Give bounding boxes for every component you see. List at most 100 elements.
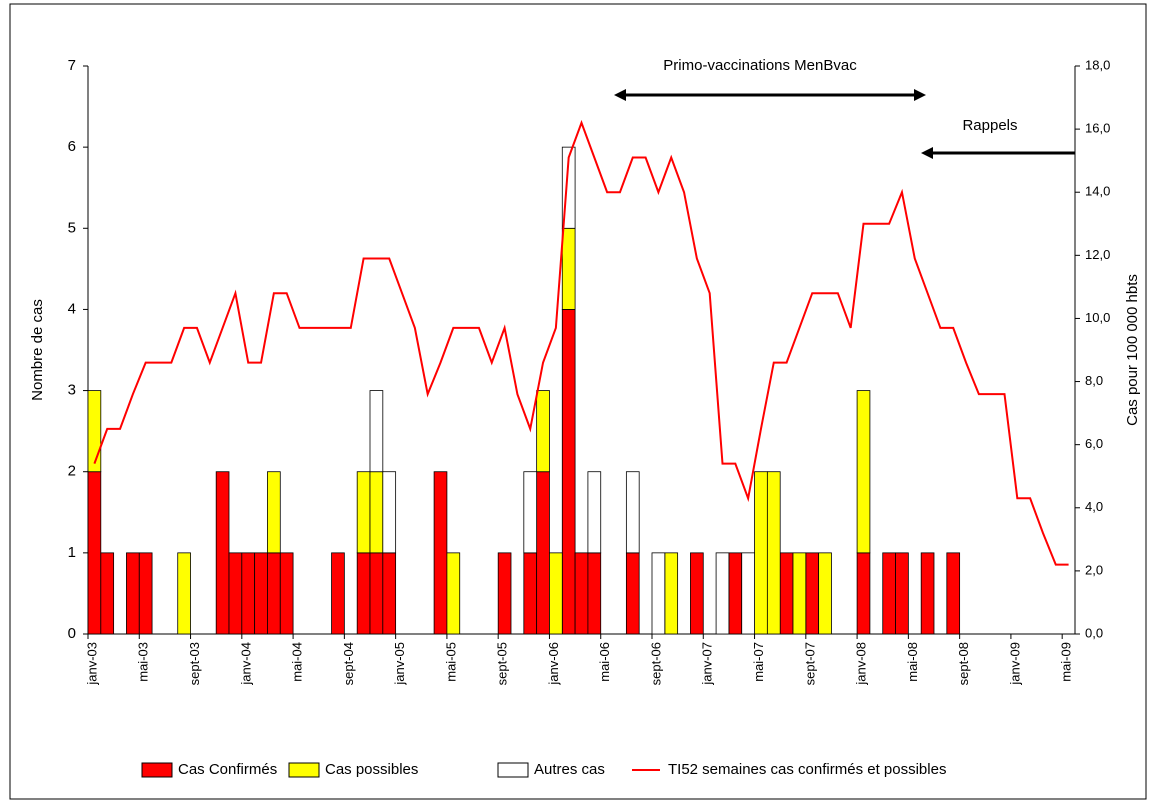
bar bbox=[356, 471, 371, 554]
bar bbox=[100, 552, 115, 635]
y2-axis-title: Cas pour 100 000 hbts bbox=[1124, 274, 1141, 426]
bar bbox=[882, 552, 896, 635]
bar bbox=[754, 471, 768, 635]
bar bbox=[728, 552, 743, 635]
bar bbox=[267, 552, 281, 635]
bar bbox=[818, 552, 832, 635]
bar bbox=[625, 471, 640, 554]
y2-tick-label: 6,0 bbox=[1085, 436, 1103, 451]
y-tick-label: 4 bbox=[68, 300, 76, 317]
x-tick-label: mai-05 bbox=[443, 642, 458, 682]
x-tick-label: mai-07 bbox=[751, 642, 766, 682]
x-tick-label: janv-06 bbox=[546, 642, 561, 686]
y2-tick-label: 12,0 bbox=[1085, 247, 1110, 262]
bar bbox=[587, 552, 602, 635]
bar bbox=[536, 390, 550, 473]
annotation: Primo-vaccinations MenBvac bbox=[663, 57, 857, 74]
chart-border bbox=[9, 3, 1147, 800]
bar bbox=[177, 552, 191, 635]
x-tick-label: sept-03 bbox=[187, 642, 202, 685]
y-tick-label: 0 bbox=[68, 625, 76, 642]
bar bbox=[792, 552, 807, 635]
bar bbox=[369, 390, 384, 473]
bar bbox=[895, 552, 909, 635]
y2-tick-label: 10,0 bbox=[1085, 310, 1110, 325]
legend-label: Cas possibles bbox=[325, 761, 418, 778]
annotation-arrows bbox=[614, 89, 1075, 159]
bar bbox=[138, 552, 153, 635]
y2-tick-label: 14,0 bbox=[1085, 184, 1110, 199]
x-tick-label: mai-08 bbox=[905, 642, 920, 682]
legend-swatch bbox=[288, 762, 320, 778]
bar bbox=[228, 552, 243, 635]
line bbox=[93, 119, 1069, 566]
annotation: Rappels bbox=[962, 117, 1017, 134]
y2-tick-label: 4,0 bbox=[1085, 499, 1103, 514]
bar bbox=[561, 309, 576, 635]
bar bbox=[920, 552, 935, 635]
bar bbox=[946, 552, 961, 635]
x-tick-label: janv-07 bbox=[700, 642, 715, 686]
x-tick-label: mai-04 bbox=[290, 642, 305, 682]
x-tick-label: mai-03 bbox=[136, 642, 151, 682]
arrow-head bbox=[921, 147, 933, 159]
x-tick-label: sept-05 bbox=[495, 642, 510, 685]
bar bbox=[715, 552, 730, 635]
bar bbox=[382, 552, 397, 635]
legend-label: Cas Confirmés bbox=[178, 761, 277, 778]
bar bbox=[856, 552, 871, 635]
bar bbox=[369, 552, 384, 635]
bar bbox=[523, 552, 538, 635]
x-tick-label: mai-06 bbox=[597, 642, 612, 682]
y-axis-title: Nombre de cas bbox=[29, 299, 46, 401]
bar bbox=[331, 552, 345, 635]
bar bbox=[690, 552, 704, 635]
y2-tick-label: 0,0 bbox=[1085, 625, 1103, 640]
bar bbox=[241, 552, 256, 635]
legend-label: TI52 semaines cas confirmés et possibles bbox=[668, 761, 946, 778]
y2-tick-label: 8,0 bbox=[1085, 373, 1103, 388]
x-tick-label: janv-03 bbox=[84, 642, 99, 686]
y-tick-label: 1 bbox=[68, 544, 76, 561]
legend-swatch bbox=[141, 762, 173, 778]
y-tick-label: 3 bbox=[68, 382, 76, 399]
bar bbox=[766, 471, 781, 635]
arrow-head bbox=[614, 89, 626, 101]
bar bbox=[254, 552, 268, 635]
bar bbox=[574, 552, 589, 635]
arrow-head bbox=[914, 89, 926, 101]
legend-label: Autres cas bbox=[534, 761, 605, 778]
x-tick-label: sept-07 bbox=[802, 642, 817, 685]
bar bbox=[126, 552, 140, 635]
bar bbox=[741, 552, 755, 635]
y-tick-label: 6 bbox=[68, 138, 76, 155]
y2-tick-label: 16,0 bbox=[1085, 121, 1110, 136]
bar bbox=[805, 552, 820, 635]
bar bbox=[561, 227, 576, 310]
bar bbox=[549, 552, 563, 635]
bar bbox=[382, 471, 397, 554]
x-tick-label: janv-09 bbox=[1007, 642, 1022, 686]
bar bbox=[87, 390, 102, 473]
x-tick-label: janv-08 bbox=[854, 642, 869, 686]
y-tick-label: 2 bbox=[68, 463, 76, 480]
bar bbox=[587, 471, 602, 554]
bar bbox=[369, 471, 384, 554]
bar bbox=[446, 552, 461, 635]
bar bbox=[625, 552, 640, 635]
y-tick-label: 5 bbox=[68, 219, 76, 236]
bar bbox=[497, 552, 512, 635]
bar bbox=[279, 552, 294, 635]
bar bbox=[87, 471, 102, 635]
x-tick-label: sept-08 bbox=[956, 642, 971, 685]
y-tick-label: 7 bbox=[68, 57, 76, 74]
bar bbox=[536, 471, 550, 635]
x-tick-label: sept-04 bbox=[341, 642, 356, 685]
bar bbox=[856, 390, 871, 554]
bar bbox=[433, 471, 448, 635]
x-tick-label: mai-09 bbox=[1059, 642, 1074, 682]
x-tick-label: sept-06 bbox=[648, 642, 663, 685]
bar bbox=[356, 552, 371, 635]
bar bbox=[651, 552, 666, 635]
